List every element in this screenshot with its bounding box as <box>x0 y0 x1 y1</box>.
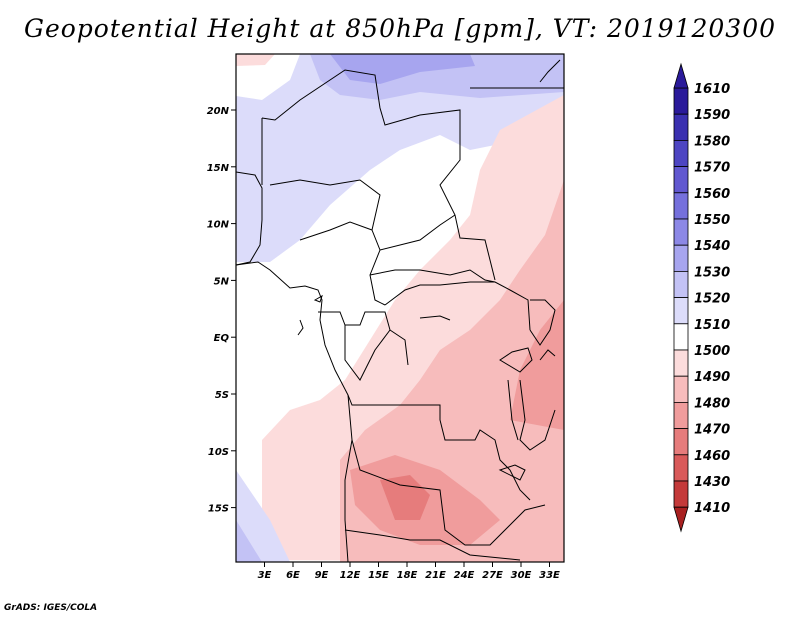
colorbar-segment <box>673 166 689 194</box>
colorbar-segment <box>673 375 689 403</box>
colorbar-label: 1560 <box>694 187 730 202</box>
colorbar-segment <box>673 401 689 429</box>
colorbar-segment <box>673 218 689 246</box>
colorbar-label: 1480 <box>694 396 730 411</box>
colorbar-label: 1470 <box>694 423 730 438</box>
colorbar-label: 1570 <box>694 161 730 176</box>
colorbar-label: 1540 <box>694 239 730 254</box>
colorbar-segment <box>673 297 689 325</box>
lon-tick-label: 3E <box>258 570 272 581</box>
height-field <box>236 54 564 562</box>
lat-tick-label: 5N <box>214 276 230 287</box>
plot-frame <box>235 53 565 563</box>
grads-credit: GrADS: IGES/COLA <box>4 603 98 613</box>
lon-tick-label: 9E <box>315 570 329 581</box>
country-borders <box>236 59 564 562</box>
colorbar-label: 1490 <box>694 370 730 385</box>
colorbar-label: 1590 <box>694 108 730 123</box>
colorbar-segment <box>673 480 689 508</box>
colorbar-label: 1530 <box>694 265 730 280</box>
lon-tick-label: 6E <box>286 570 300 581</box>
colorbar-segment <box>673 349 689 377</box>
lat-tick-label: 10N <box>207 220 230 231</box>
colorbar: 1610 1590 1580 1570 1560 1550 1540 1530 1520 1510… <box>673 62 730 533</box>
lon-tick-label: 12E <box>340 570 361 581</box>
map-title: Geopotential Height at 850hPa [gpm], VT:… <box>23 14 777 43</box>
lat-tick-label: 5S <box>215 390 229 401</box>
lon-tick-label: 30E <box>511 570 532 581</box>
lon-tick-label: 18E <box>397 570 418 581</box>
colorbar-label: 1430 <box>694 475 730 490</box>
lon-tick-label: 15E <box>368 570 389 581</box>
colorbar-segment <box>673 428 689 456</box>
lon-tick-label: 24E <box>454 570 475 581</box>
longitude-axis: 3E 6E 9E 12E 15E 18E 21E 24E 27E 30E 33E <box>258 562 560 581</box>
colorbar-segment <box>673 323 689 351</box>
colorbar-top-arrow <box>673 62 689 89</box>
colorbar-label: 1460 <box>694 449 730 464</box>
lon-tick-label: 21E <box>425 570 446 581</box>
colorbar-segment <box>673 87 689 115</box>
colorbar-label: 1510 <box>694 318 730 333</box>
colorbar-segment <box>673 113 689 141</box>
lat-tick-label: 20N <box>207 106 230 117</box>
colorbar-segment <box>673 192 689 220</box>
lon-tick-label: 33E <box>539 570 560 581</box>
colorbar-bottom-arrow <box>673 506 689 533</box>
colorbar-label: 1580 <box>694 134 730 149</box>
lat-tick-label: 15S <box>208 504 229 515</box>
colorbar-label: 1610 <box>694 82 730 97</box>
colorbar-segment <box>673 454 689 482</box>
lat-tick-label: 10S <box>208 447 229 458</box>
colorbar-segment <box>673 270 689 298</box>
lat-tick-label: 15N <box>207 163 230 174</box>
colorbar-label: 1520 <box>694 292 730 307</box>
colorbar-segment <box>673 244 689 272</box>
lon-tick-label: 27E <box>482 570 503 581</box>
colorbar-label: 1410 <box>694 501 730 516</box>
colorbar-segment <box>673 139 689 167</box>
latitude-axis: 20N 15N 10N 5N EQ 5S 10S 15S <box>207 106 236 515</box>
colorbar-label: 1500 <box>694 344 730 359</box>
lat-tick-label: EQ <box>214 333 230 344</box>
colorbar-label: 1550 <box>694 213 730 228</box>
